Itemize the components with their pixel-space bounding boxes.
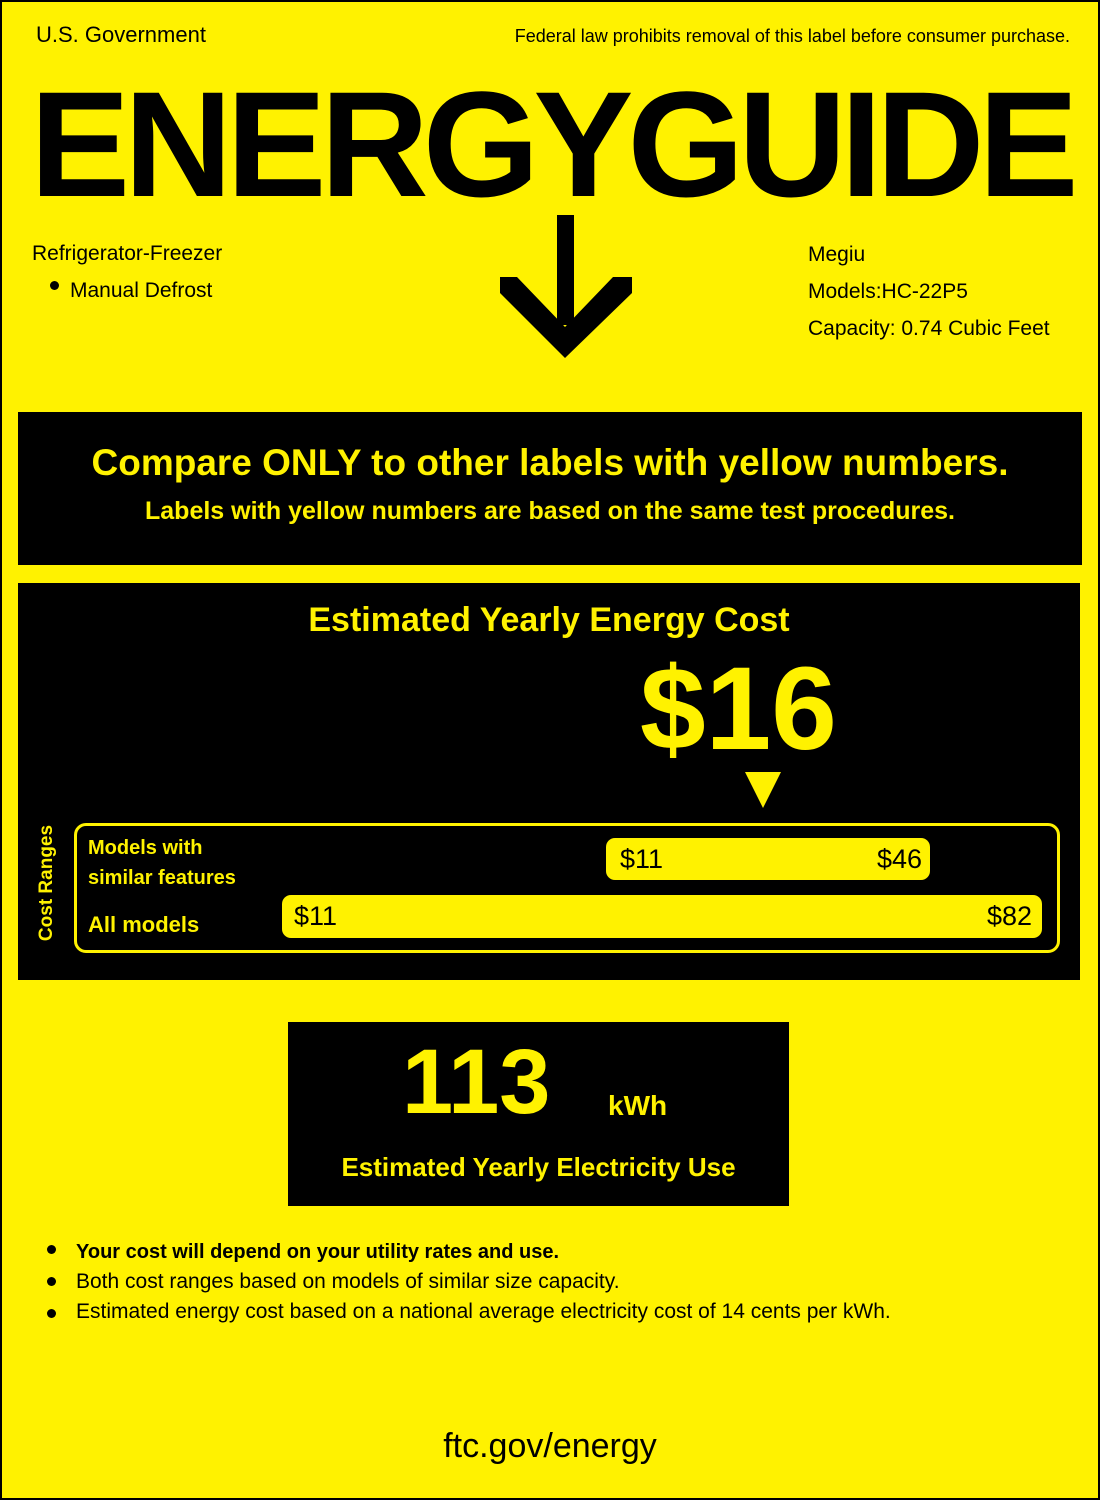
- similar-label-line2: similar features: [88, 867, 236, 889]
- all-min: $11: [294, 901, 338, 931]
- similar-max: $46: [876, 844, 922, 874]
- note-1: Your cost will depend on your utility ra…: [76, 1241, 560, 1263]
- capacity: Capacity: 0.74 Cubic Feet: [808, 317, 1050, 340]
- bullet-icon: [47, 1277, 56, 1286]
- electricity-unit: kWh: [608, 1090, 668, 1121]
- electricity-use-box: 113 kWh Estimated Yearly Electricity Use: [288, 1022, 789, 1206]
- all-models-label: All models: [88, 912, 200, 937]
- note-3: Estimated energy cost based on a nationa…: [76, 1300, 891, 1323]
- cost-pointer-icon: [745, 772, 781, 808]
- note-2: Both cost ranges based on models of simi…: [76, 1270, 620, 1293]
- government-label: U.S. Government: [36, 22, 206, 47]
- cost-ranges-frame: [74, 823, 1060, 953]
- bullet-icon: [50, 281, 59, 290]
- down-arrow-icon: [500, 215, 632, 358]
- bullet-icon: [47, 1309, 56, 1318]
- energy-cost-value: $16: [640, 643, 837, 775]
- all-max: $82: [986, 901, 1032, 931]
- compare-line1: Compare ONLY to other labels with yellow…: [91, 442, 1009, 483]
- similar-label-line1: Models with: [88, 837, 203, 859]
- bullet-icon: [47, 1245, 56, 1254]
- cost-ranges-label: Cost Ranges: [36, 824, 57, 942]
- energy-cost-box: Estimated Yearly Energy Cost $16 Cost Ra…: [18, 583, 1080, 980]
- electricity-value: 113: [402, 1031, 551, 1133]
- product-feature: Manual Defrost: [70, 279, 213, 302]
- ftc-url[interactable]: ftc.gov/energy: [443, 1427, 657, 1465]
- similar-models-range-bar: $11 $46: [606, 838, 930, 880]
- all-models-range-bar: $11 $82: [282, 895, 1042, 938]
- electricity-label: Estimated Yearly Electricity Use: [341, 1152, 736, 1182]
- similar-models-label: Models with similar features: [88, 833, 236, 893]
- similar-min: $11: [620, 844, 664, 874]
- energy-cost-title: Estimated Yearly Energy Cost: [308, 601, 790, 639]
- energyguide-title: ENERGYGUIDE: [30, 60, 1079, 228]
- compare-box: Compare ONLY to other labels with yellow…: [18, 412, 1082, 565]
- brand: Megiu: [808, 243, 866, 266]
- legal-notice: Federal law prohibits removal of this la…: [514, 26, 1070, 46]
- compare-line2: Labels with yellow numbers are based on …: [145, 497, 955, 525]
- model-number: Models:HC-22P5: [808, 280, 968, 303]
- product-type: Refrigerator-Freezer: [32, 242, 223, 265]
